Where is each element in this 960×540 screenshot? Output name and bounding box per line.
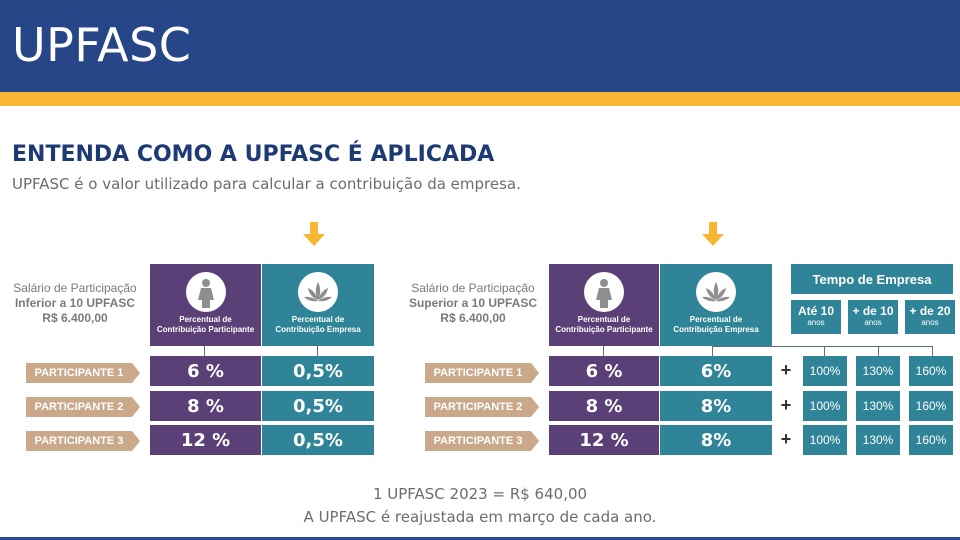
col-label-line1: Percentual de [179,315,232,324]
connector-line [878,346,879,356]
arrow-down-icon [702,222,724,246]
tempo-tier-unit: anos [921,318,939,327]
leaf-logo-icon [696,272,736,312]
tempo-tier: + de 10 anos [848,300,898,334]
company-pct-cell: 0,5% [262,356,374,386]
participant-label-arrow [531,431,539,451]
tier-pct-cell: 160% [909,356,953,386]
plus-sign: + [780,429,792,449]
salary-label-line2: Inferior a 10 UPFASC [14,296,136,310]
tempo-tier: Até 10 anos [791,300,841,334]
connector-line [603,346,604,356]
arrow-down-icon [303,222,325,246]
participant-pct-cell: 12 % [150,425,261,455]
leaf-logo-icon [298,272,338,312]
salary-label-left: Salário de Participação Inferior a 10 UP… [0,281,150,326]
bottom-rule [0,537,960,540]
tempo-tier-unit: anos [864,318,882,327]
participant-pct-cell: 8 % [549,391,659,421]
tier-pct-cell: 100% [803,425,847,455]
salary-label-line2: Superior a 10 UPFASC [408,296,538,310]
participant-label: PARTICIPANTE 2 [26,397,132,417]
woman-icon [584,272,624,312]
col-header-participant: Percentual de Contribuição Participante [549,264,659,346]
salary-label-line1: Salário de Participação [411,281,535,295]
participant-label: PARTICIPANTE 2 [425,397,531,417]
footer-upfasc-value: 1 UPFASC 2023 = R$ 640,00 [372,485,588,503]
company-pct-cell: 8% [660,391,772,421]
tempo-tier-value: + de 20 [909,304,951,318]
participant-label: PARTICIPANTE 3 [425,431,531,451]
header-bar [0,0,960,92]
company-pct-cell: 8% [660,425,772,455]
participant-label: PARTICIPANTE 3 [26,431,132,451]
salary-label-right: Salário de Participação Superior a 10 UP… [398,281,548,326]
tempo-tier-value: Até 10 [797,304,835,318]
header-title: UPFASC [12,18,192,72]
tier-pct-cell: 100% [803,391,847,421]
participant-label: PARTICIPANTE 1 [26,363,132,383]
tier-pct-cell: 160% [909,391,953,421]
page-title: ENTENDA COMO A UPFASC É APLICADA [12,142,495,167]
tier-pct-cell: 130% [856,391,900,421]
company-pct-cell: 6% [660,356,772,386]
plus-sign: + [780,360,792,380]
tier-pct-cell: 100% [803,356,847,386]
page-subtitle: UPFASC é o valor utilizado para calcular… [12,175,521,193]
col-label-line2: Contribuição Empresa [673,325,759,334]
participant-pct-cell: 12 % [549,425,659,455]
connector-line [712,346,713,356]
woman-icon [185,272,226,312]
company-pct-cell: 0,5% [262,391,374,421]
tier-pct-cell: 160% [909,425,953,455]
participant-label-arrow [132,397,140,417]
col-header-company: Percentual de Contribuição Empresa [262,264,374,346]
company-pct-cell: 0,5% [262,425,374,455]
tempo-de-empresa-header: Tempo de Empresa [791,264,953,294]
connector-line [204,346,205,356]
tempo-tier-unit: anos [807,318,825,327]
col-label-line1: Percentual de [291,315,345,324]
salary-label-line3: R$ 6.400,00 [42,311,108,325]
connector-line [932,346,933,356]
col-label-line2: Contribuição Empresa [275,325,361,334]
salary-label-line1: Salário de Participação [13,281,137,295]
participant-pct-cell: 6 % [150,356,261,386]
participant-label: PARTICIPANTE 1 [425,363,531,383]
participant-label-arrow [531,397,539,417]
participant-label-arrow [132,363,140,383]
col-header-company: Percentual de Contribuição Empresa [660,264,772,346]
tempo-tier: + de 20 anos [905,300,955,334]
col-label-line2: Contribuição Participante [156,325,255,334]
col-header-participant: Percentual de Contribuição Participante [150,264,261,346]
connector-line [712,346,932,347]
footer-adjustment-note: A UPFASC é reajustada em março de cada a… [303,508,657,526]
plus-sign: + [780,395,792,415]
tier-pct-cell: 130% [856,425,900,455]
connector-line [824,346,825,356]
participant-pct-cell: 8 % [150,391,261,421]
tier-pct-cell: 130% [856,356,900,386]
tempo-tier-value: + de 10 [852,304,894,318]
participant-label-arrow [132,431,140,451]
col-label-line1: Percentual de [577,315,631,324]
col-label-line2: Contribuição Participante [555,325,653,334]
salary-label-line3: R$ 6.400,00 [440,311,506,325]
col-label-line1: Percentual de [689,315,743,324]
connector-line [317,346,318,356]
participant-pct-cell: 6 % [549,356,659,386]
participant-label-arrow [531,363,539,383]
